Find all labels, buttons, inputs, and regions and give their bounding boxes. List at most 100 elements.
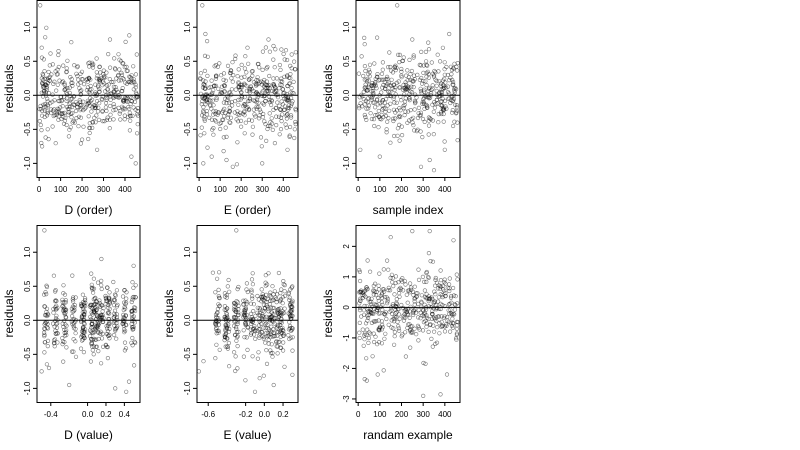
data-point <box>399 302 404 308</box>
data-point <box>440 45 446 50</box>
data-point <box>245 347 250 353</box>
data-point <box>89 271 94 276</box>
data-point <box>63 298 68 303</box>
data-point <box>50 92 55 97</box>
data-point <box>430 344 435 349</box>
data-point <box>362 63 368 69</box>
data-point <box>98 329 103 334</box>
data-point <box>236 307 241 312</box>
data-point <box>257 65 262 70</box>
data-point <box>386 80 391 85</box>
data-point <box>452 312 457 317</box>
data-point <box>376 298 381 303</box>
data-point <box>265 126 270 132</box>
data-point <box>390 311 395 317</box>
data-point <box>368 269 373 274</box>
data-point <box>409 68 415 74</box>
data-point <box>219 73 224 78</box>
data-point <box>368 111 373 116</box>
data-point <box>431 315 437 321</box>
data-point <box>442 107 447 112</box>
data-point <box>233 368 238 374</box>
data-point <box>63 314 68 320</box>
data-point <box>233 315 238 320</box>
data-point <box>400 279 405 284</box>
data-point <box>249 287 254 292</box>
data-point <box>64 98 69 103</box>
data-point <box>123 306 128 311</box>
data-point <box>374 319 379 324</box>
data-point <box>55 106 60 111</box>
data-point <box>438 392 443 397</box>
data-point <box>274 315 279 320</box>
data-point <box>395 319 400 325</box>
data-point <box>100 109 105 114</box>
x-tick-label: -0.4 <box>44 410 58 419</box>
data-point <box>282 57 287 62</box>
data-point <box>274 339 279 344</box>
data-point <box>202 131 207 136</box>
data-point <box>264 348 269 353</box>
data-point <box>111 95 116 100</box>
data-point <box>424 279 429 285</box>
data-point <box>411 312 416 318</box>
data-point <box>380 67 385 72</box>
data-point <box>111 117 116 122</box>
data-point <box>250 317 255 322</box>
data-point <box>214 331 219 336</box>
data-point <box>78 71 83 76</box>
data-point <box>366 72 371 77</box>
data-point <box>260 49 266 54</box>
data-point <box>264 361 270 367</box>
data-point <box>107 126 112 131</box>
data-point <box>426 40 431 45</box>
data-point <box>410 120 415 125</box>
x-tick-label: 0.2 <box>277 410 289 419</box>
data-point <box>214 119 219 124</box>
data-point <box>420 101 425 106</box>
data-point <box>424 292 429 297</box>
data-point <box>235 321 240 327</box>
data-point <box>439 319 444 325</box>
data-point <box>381 368 386 373</box>
data-point <box>76 114 81 119</box>
data-point <box>42 334 47 339</box>
data-point <box>422 312 427 317</box>
data-point <box>366 67 372 72</box>
data-point <box>267 302 273 307</box>
data-point <box>397 85 403 90</box>
data-point <box>256 350 261 355</box>
data-point <box>55 340 60 345</box>
data-point <box>71 326 76 331</box>
data-point <box>451 238 456 243</box>
data-point <box>95 109 101 114</box>
data-point <box>42 326 47 331</box>
data-point <box>120 294 126 299</box>
data-point <box>94 56 99 61</box>
data-point <box>364 77 369 82</box>
data-point <box>377 100 382 106</box>
data-point <box>398 287 404 292</box>
data-point <box>227 109 232 115</box>
data-point <box>402 99 408 104</box>
data-point <box>367 69 372 75</box>
data-point <box>199 125 204 130</box>
data-point <box>89 282 94 287</box>
data-point <box>232 304 237 309</box>
y-tick-label: 1.0 <box>23 246 32 258</box>
data-point <box>372 302 377 307</box>
data-point <box>266 85 271 90</box>
data-point <box>268 290 273 295</box>
data-point <box>403 354 409 359</box>
data-point <box>253 336 258 342</box>
data-point <box>133 82 138 87</box>
data-point <box>414 294 419 299</box>
data-point <box>130 280 135 285</box>
data-point <box>273 47 278 52</box>
data-point <box>366 315 371 321</box>
y-tick-label: -0.5 <box>183 347 192 361</box>
data-point <box>42 108 48 113</box>
y-tick-label: 0.5 <box>183 280 192 292</box>
data-points <box>357 229 460 399</box>
data-point <box>236 313 241 318</box>
